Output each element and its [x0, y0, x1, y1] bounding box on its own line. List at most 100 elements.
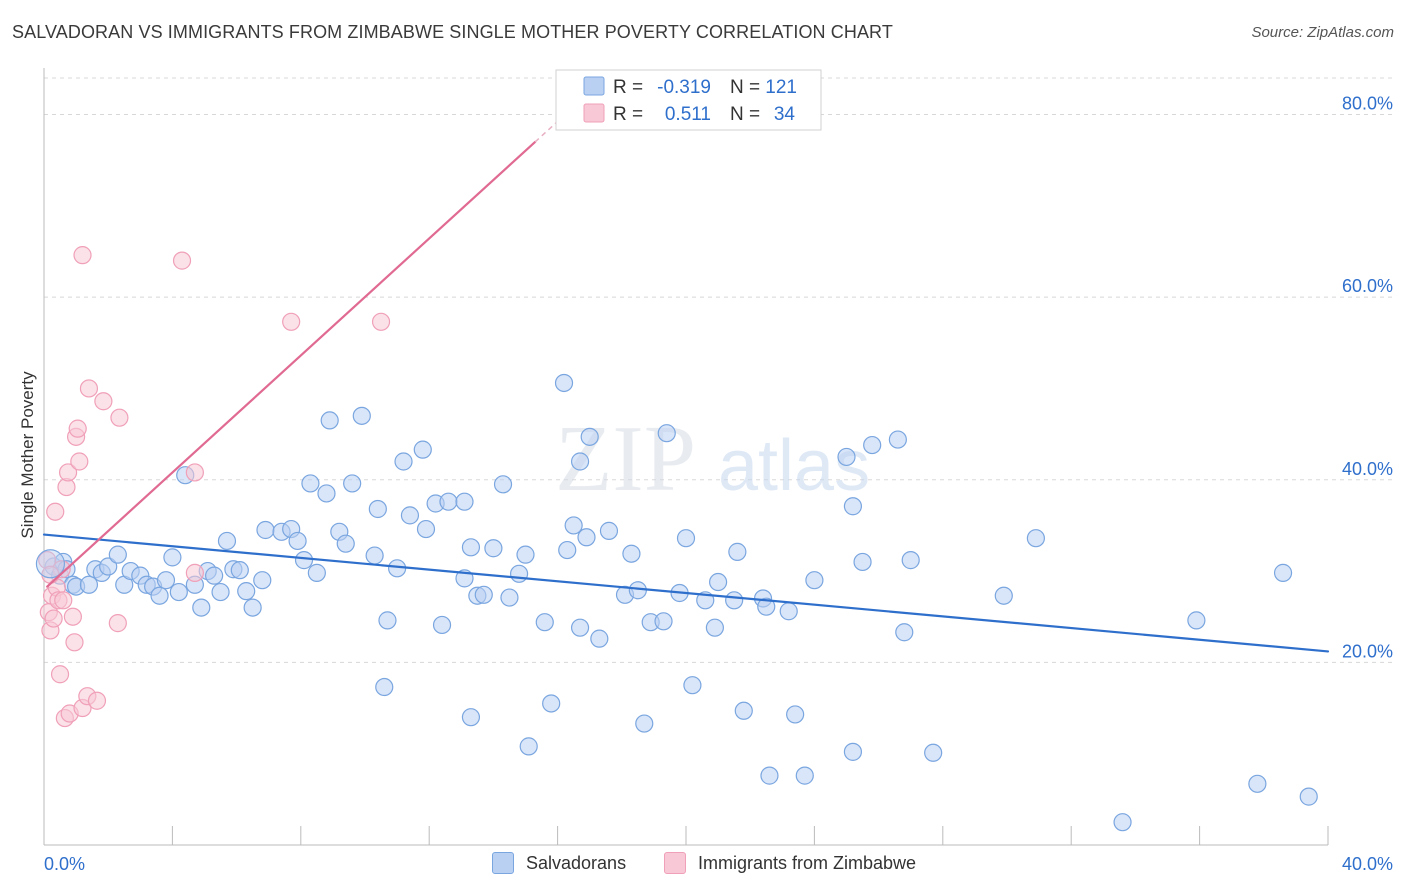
point-salvadorans: [320, 411, 339, 430]
point-zimbabwe: [58, 463, 78, 482]
legend-r-label-2: R =: [613, 104, 643, 125]
point-salvadorans: [352, 406, 371, 425]
point-zimbabwe: [94, 392, 113, 411]
y-tick-label: 20.0%: [1342, 641, 1393, 661]
point-zimbabwe: [172, 251, 192, 270]
point-salvadorans: [564, 516, 583, 535]
point-zimbabwe: [185, 463, 204, 482]
legend-r-label-1: R =: [613, 77, 643, 98]
point-salvadorans: [843, 497, 863, 516]
point-salvadorans: [108, 545, 127, 564]
point-salvadorans: [683, 676, 702, 695]
point-zimbabwe: [46, 502, 65, 521]
y-tick-label: 60.0%: [1342, 276, 1393, 296]
point-salvadorans: [375, 677, 394, 697]
watermark: ZIP atlas: [555, 407, 870, 511]
point-salvadorans: [394, 452, 413, 471]
point-salvadorans: [805, 571, 824, 590]
point-salvadorans: [837, 447, 856, 467]
y-tick-label: 80.0%: [1342, 94, 1393, 114]
point-zimbabwe: [65, 633, 84, 652]
point-salvadorans: [570, 618, 590, 637]
point-salvadorans: [924, 743, 943, 762]
point-salvadorans: [1187, 611, 1206, 630]
point-salvadorans: [705, 618, 724, 637]
point-salvadorans: [455, 492, 474, 511]
point-salvadorans: [230, 561, 249, 580]
point-salvadorans: [708, 572, 728, 592]
point-salvadorans: [253, 571, 272, 590]
point-salvadorans: [994, 586, 1013, 605]
watermark-atlas: atlas: [718, 426, 870, 506]
point-salvadorans: [516, 545, 535, 564]
point-salvadorans: [1113, 813, 1132, 832]
point-salvadorans: [570, 452, 590, 471]
point-salvadorans: [416, 519, 436, 539]
point-salvadorans: [156, 571, 176, 590]
data-points: [35, 246, 1318, 832]
legend-n-label-2: N =: [730, 104, 760, 125]
point-salvadorans: [728, 542, 747, 561]
point-salvadorans: [853, 552, 872, 572]
point-salvadorans: [237, 582, 256, 601]
point-salvadorans: [580, 427, 599, 446]
point-salvadorans: [577, 528, 596, 547]
point-salvadorans: [500, 588, 519, 607]
point-zimbabwe: [68, 419, 87, 438]
point-salvadorans: [725, 591, 744, 610]
point-salvadorans: [901, 551, 920, 570]
point-salvadorans: [317, 484, 336, 503]
point-salvadorans: [654, 612, 673, 631]
point-salvadorans: [211, 582, 230, 602]
point-salvadorans: [413, 440, 432, 459]
point-salvadorans: [1026, 529, 1045, 548]
point-zimbabwe: [50, 665, 70, 684]
point-salvadorans: [635, 714, 654, 733]
point-salvadorans: [676, 529, 696, 548]
point-zimbabwe: [54, 591, 73, 610]
axes: [43, 68, 1328, 846]
point-salvadorans: [535, 613, 554, 632]
point-salvadorans: [779, 602, 798, 621]
legend-item-zimbabwe: Immigrants from Zimbabwe: [664, 852, 916, 874]
point-zimbabwe: [63, 607, 82, 626]
point-salvadorans: [888, 430, 907, 449]
point-zimbabwe: [87, 691, 107, 710]
legend-r-value-2: 0.511: [665, 104, 711, 125]
legend-n-value-1: 121: [765, 77, 797, 98]
point-salvadorans: [599, 521, 619, 540]
point-salvadorans: [843, 742, 863, 761]
point-salvadorans: [461, 708, 481, 727]
point-salvadorans: [1248, 774, 1267, 793]
point-zimbabwe: [108, 614, 127, 633]
point-salvadorans: [294, 551, 314, 570]
point-zimbabwe: [70, 452, 89, 471]
legend-r-value-1: -0.319: [657, 77, 711, 98]
legend-n-value-2: 34: [774, 104, 796, 125]
point-salvadorans: [493, 475, 513, 494]
point-salvadorans: [301, 474, 320, 493]
legend-bottom-swatch-zimbabwe: [664, 852, 686, 874]
point-zimbabwe: [371, 312, 391, 331]
x-tick-label-min: 0.0%: [44, 854, 85, 874]
point-salvadorans-cluster: [35, 549, 66, 579]
chart-title: SALVADORAN VS IMMIGRANTS FROM ZIMBABWE S…: [12, 22, 893, 42]
point-salvadorans: [509, 564, 529, 583]
y-axis-label: Single Mother Poverty: [18, 371, 37, 539]
legend-bottom-swatch-salvadorans: [492, 852, 514, 874]
point-salvadorans: [519, 737, 538, 756]
point-salvadorans: [863, 435, 882, 455]
point-salvadorans: [1273, 563, 1293, 582]
point-salvadorans: [307, 563, 326, 582]
point-salvadorans: [99, 557, 118, 576]
trendline-salvadorans: [42, 533, 1330, 653]
point-salvadorans: [243, 598, 262, 617]
point-zimbabwe: [44, 609, 63, 628]
point-salvadorans: [288, 531, 307, 551]
point-salvadorans: [365, 546, 384, 565]
point-salvadorans: [760, 766, 779, 785]
legend-label-salvadorans: Salvadorans: [526, 852, 627, 873]
point-salvadorans: [1299, 787, 1318, 806]
point-salvadorans: [336, 534, 355, 553]
point-zimbabwe: [110, 408, 129, 427]
